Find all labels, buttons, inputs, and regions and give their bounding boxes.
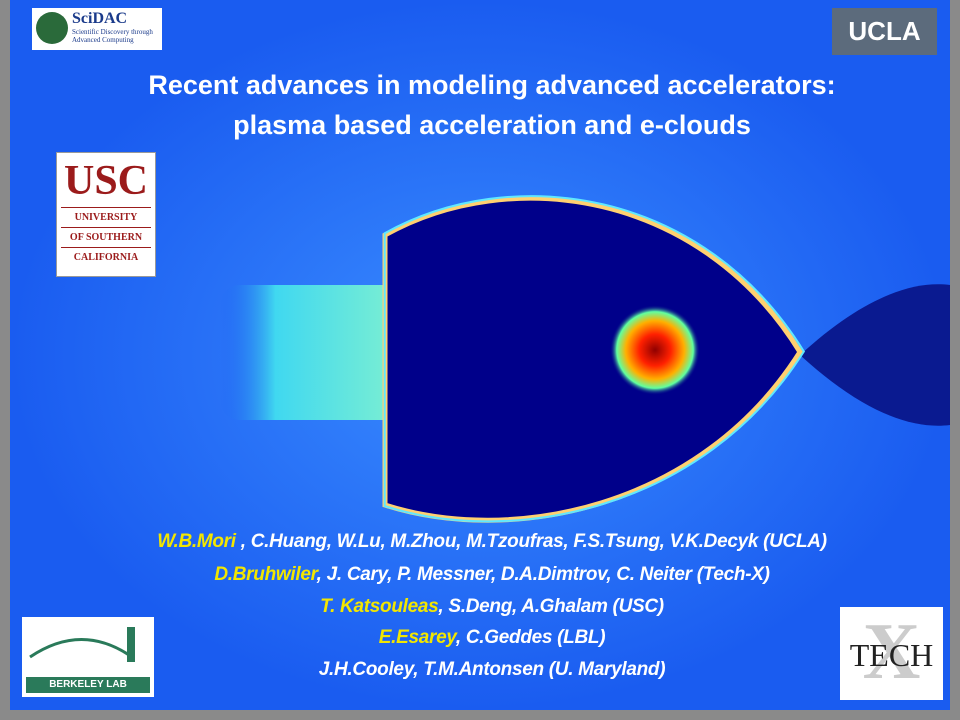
scidac-tagline: Scientific Discovery through Advanced Co… (72, 28, 153, 44)
title-line: plasma based acceleration and e-clouds (233, 110, 751, 140)
co-authors: , C.Huang, W.Lu, M.Zhou, M.Tzoufras, F.S… (235, 531, 827, 552)
co-authors: , J. Cary, P. Messner, D.A.Dimtrov, C. N… (316, 564, 770, 585)
author-line: W.B.Mori , C.Huang, W.Lu, M.Zhou, M.Tzou… (10, 531, 950, 553)
usc-line: CALIFORNIA (61, 247, 151, 267)
co-authors: , S.Deng, A.Ghalam (USC) (438, 596, 664, 617)
author-line: J.H.Cooley, T.M.Antonsen (U. Maryland) (10, 659, 950, 681)
lead-author: W.B.Mori (157, 531, 236, 552)
author-line: D.Bruhwiler, J. Cary, P. Messner, D.A.Di… (10, 564, 950, 586)
usc-line: OF SOUTHERN (61, 227, 151, 247)
title-line: Recent advances in modeling advanced acc… (148, 70, 836, 100)
berkeley-logo: BERKELEY LAB (22, 617, 154, 697)
lead-author: D.Bruhwiler (214, 564, 317, 585)
usc-line: UNIVERSITY (61, 207, 151, 227)
scidac-logo: SciDAC Scientific Discovery through Adva… (32, 8, 162, 50)
author-line: T. Katsouleas, S.Deng, A.Ghalam (USC) (10, 596, 950, 618)
usc-logo: USC UNIVERSITY OF SOUTHERN CALIFORNIA (56, 152, 156, 277)
techx-logo: X TECH (840, 607, 943, 700)
ucla-logo: UCLA (832, 8, 937, 55)
co-authors: J.H.Cooley, T.M.Antonsen (U. Maryland) (318, 659, 666, 680)
author-line: E.Esarey, C.Geddes (LBL) (10, 627, 950, 649)
lead-author: E.Esarey (378, 627, 456, 648)
berkeley-name: BERKELEY LAB (26, 677, 150, 693)
usc-name: USC (63, 158, 149, 204)
scidac-name: SciDAC (72, 10, 128, 27)
techx-name: TECH (849, 637, 934, 673)
techx-x: X (862, 608, 921, 696)
slide: SciDAC Scientific Discovery through Adva… (10, 0, 950, 710)
berkeley-graphic (29, 627, 135, 662)
plasma-image (10, 0, 950, 710)
co-authors: , C.Geddes (LBL) (455, 627, 606, 648)
lead-author: T. Katsouleas (320, 596, 439, 617)
